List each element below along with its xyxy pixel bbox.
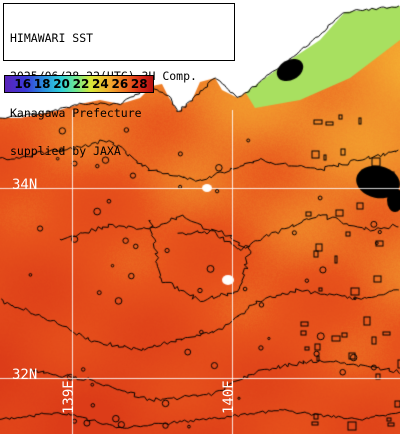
temperature-colorbar: 16 18 20 22 24 26 28: [4, 75, 154, 93]
title-product: HIMAWARI SST: [10, 31, 94, 45]
title-region: Kanagawa Prefecture: [10, 106, 142, 120]
latitude-label-32n: 32N: [12, 367, 38, 383]
colorbar-tick: 26: [111, 77, 129, 91]
title-box: HIMAWARI SST 2025/06/28 22(UTC) 3H Comp.…: [3, 3, 235, 157]
colorbar-tick: 16: [14, 77, 32, 91]
colorbar-tick: 24: [92, 77, 109, 91]
latitude-label-34n: 34N: [12, 177, 38, 193]
colorbar-tick: 22: [72, 77, 90, 91]
colorbar-tick: 20: [53, 77, 70, 91]
longitude-label-140e: 140E: [221, 380, 237, 414]
colorbar-tick: 18: [33, 77, 51, 91]
colorbar-tick: 28: [130, 77, 148, 91]
title-credit: supplied by JAXA: [10, 143, 121, 158]
longitude-label-139e: 139E: [61, 380, 77, 414]
